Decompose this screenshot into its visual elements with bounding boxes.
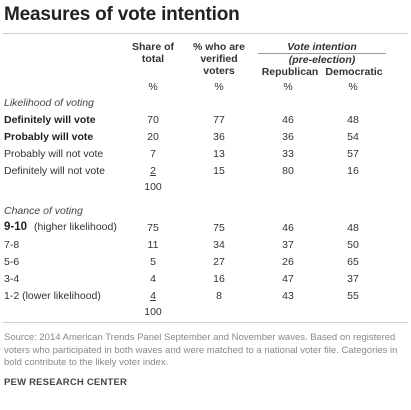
cell-democratic: 50 [347, 239, 359, 251]
verified-header: % who are verified voters [187, 41, 251, 77]
cell-verified: 75 [213, 222, 225, 234]
cell-republican: 37 [282, 239, 294, 251]
cell-democratic: 16 [347, 165, 359, 177]
democratic-pct-label: % [348, 81, 358, 93]
cell-democratic: 55 [347, 290, 359, 302]
cell-republican: 47 [282, 273, 294, 285]
cell-democratic: 54 [347, 131, 359, 143]
cell-share: 75 [147, 222, 159, 234]
cell-democratic: 57 [347, 148, 359, 160]
verified-header-line2: verified [200, 53, 238, 65]
cell-share: 70 [147, 114, 159, 126]
cell-verified: 15 [213, 165, 225, 177]
cell-democratic: 65 [347, 256, 359, 268]
pre-election-label: (pre-election) [288, 54, 356, 66]
cell-republican: 26 [282, 256, 294, 268]
cell-share: 2 [150, 165, 156, 177]
democratic-header: Democratic [325, 66, 383, 78]
section-title-chance: Chance of voting [4, 205, 83, 217]
cell-republican: 33 [282, 148, 294, 160]
share-header-line1: Share of [131, 41, 174, 53]
source-note: Source: 2014 American Trends Panel Septe… [4, 332, 398, 368]
cell-republican: 80 [282, 165, 294, 177]
cell-verified: 34 [213, 239, 225, 251]
verified-pct-label: % [214, 81, 224, 93]
vote-intention-line1: Vote intention [287, 41, 357, 53]
cell-democratic: 48 [347, 222, 359, 234]
republican-pct-label: % [283, 81, 293, 93]
cell-share: 7 [150, 148, 156, 160]
share-header-line2: total [141, 53, 165, 65]
row-label: Definitely will not vote [4, 165, 105, 177]
verified-header-line3: voters [203, 65, 235, 77]
row-label: 9-10 (higher likelihood) [4, 221, 117, 233]
row-label-note: (higher likelihood) [33, 221, 117, 233]
verified-header-line1: % who are [193, 41, 245, 53]
cell-share: 4 [150, 290, 156, 302]
section-title-likelihood: Likelihood of voting [4, 97, 94, 109]
cell-verified: 8 [216, 290, 222, 302]
cell-republican: 46 [282, 114, 294, 126]
cell-share: 11 [147, 239, 159, 251]
row-label: 1-2 (lower likelihood) [4, 290, 101, 302]
row-label: Probably will not vote [4, 148, 104, 160]
share-total: 100 [144, 181, 162, 193]
cell-republican: 46 [282, 222, 294, 234]
cell-share: 4 [150, 273, 156, 285]
vote-intention-header: Vote intention [258, 41, 386, 53]
row-label: 3-4 [4, 273, 20, 285]
bottom-divider [3, 322, 408, 323]
share-header: Share of total [128, 41, 178, 65]
cell-share: 5 [150, 256, 156, 268]
cell-republican: 43 [282, 290, 294, 302]
cell-republican: 36 [282, 131, 294, 143]
pew-logo-text: PEW RESEARCH CENTER [4, 377, 128, 388]
row-label: 7-8 [4, 239, 20, 251]
share-total: 100 [144, 306, 162, 318]
cell-share: 20 [147, 131, 159, 143]
vote-intention-rule [258, 53, 386, 54]
row-label: Probably will vote [4, 131, 94, 143]
republican-header: Republican [261, 66, 319, 78]
row-label: 5-6 [4, 256, 20, 268]
cell-verified: 16 [213, 273, 225, 285]
share-pct-label: % [148, 81, 158, 93]
cell-verified: 36 [213, 131, 225, 143]
cell-verified: 13 [213, 148, 225, 160]
cell-democratic: 37 [347, 273, 359, 285]
page-title: Measures of vote intention [4, 4, 240, 25]
cell-verified: 27 [213, 256, 225, 268]
cell-democratic: 48 [347, 114, 359, 126]
row-label: Definitely will vote [4, 114, 96, 126]
row-label-range: 9-10 [4, 221, 28, 233]
cell-verified: 77 [213, 114, 225, 126]
top-divider [3, 33, 408, 34]
